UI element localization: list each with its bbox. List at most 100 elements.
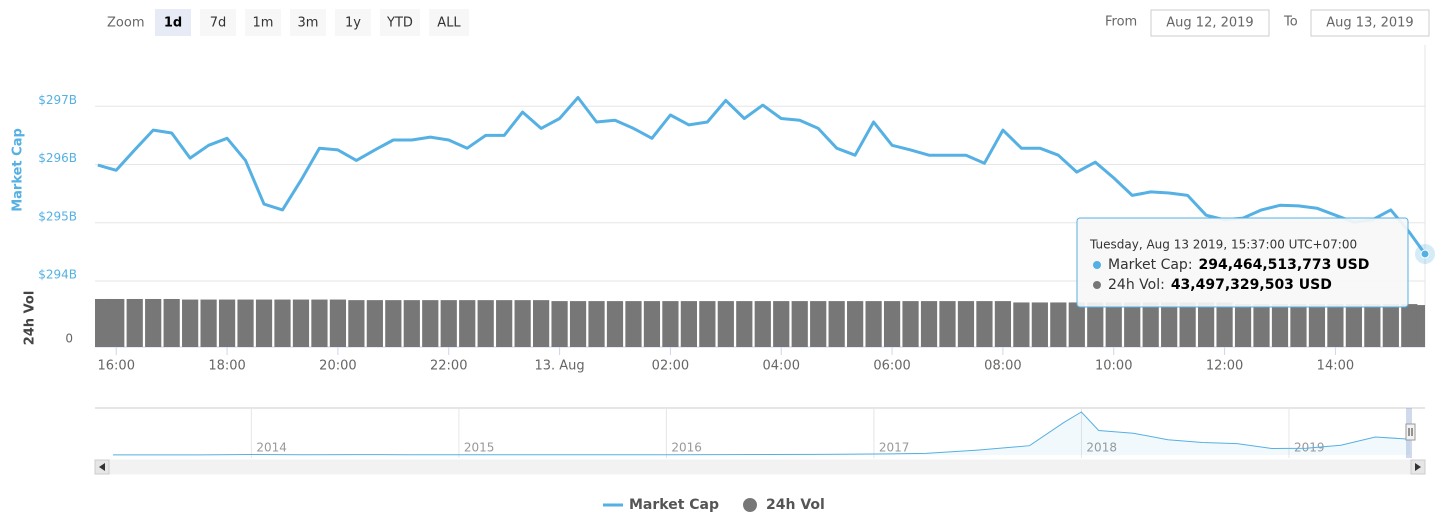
arrow-right [1415,463,1421,471]
y-tick-label: $295B [38,209,77,223]
arrow-left [99,463,105,471]
volume-bar [773,301,790,347]
volume-bar [699,301,716,347]
volume-bar [606,301,624,347]
volume-bar [1401,304,1418,347]
volume-bar [736,301,753,347]
from-input[interactable] [1150,9,1270,37]
y3-tick-label: 0 [65,332,73,346]
navigator-handle[interactable] [1405,423,1416,441]
zoom-button[interactable] [429,9,469,36]
y-tick-label: $297B [38,93,77,107]
zoom-button[interactable] [380,9,420,36]
volume-bar [385,300,402,347]
volume-bar [1124,302,1141,347]
navigator-tick-label: 2016 [671,441,702,455]
volume-bar [1031,302,1048,347]
volume-bar [662,301,679,347]
legend-label[interactable]: Market Cap [629,497,719,513]
x-tick-label: 13. Aug [534,359,584,374]
volume-bar [1050,302,1067,347]
volume-bar [366,300,383,347]
volume-bar [403,300,420,347]
y-tick-label: $294B [38,268,77,282]
volume-bar [348,300,365,347]
from-date[interactable]: Aug 12, 2019 [1166,16,1253,31]
volume-bar [680,301,697,347]
volume-bar [422,300,439,347]
to-date[interactable]: Aug 13, 2019 [1326,16,1413,31]
legend-label[interactable]: 24h Vol [766,497,825,513]
volume-bar [957,301,975,347]
to-label: To [1283,15,1298,30]
tooltip [1076,217,1409,308]
volume-bar [1216,302,1233,347]
x-tick-label: 08:00 [984,359,1021,374]
volume-bar [329,299,347,347]
navigator-line [113,411,1411,456]
volume-bar [477,300,494,347]
zoom-button-label[interactable]: 3m [298,16,319,31]
volume-bar [1105,302,1122,347]
volume-bar [717,301,734,347]
volume-bar [514,300,531,347]
volume-bar [810,301,827,347]
x-tick-label: 20:00 [319,359,356,374]
scrollbar-track[interactable] [94,459,1426,475]
market-cap-line [97,96,1427,255]
tooltip-value: 43,497,329,503 USD [1171,277,1332,293]
volume-bar [218,299,236,347]
volume-bar [791,301,808,347]
tooltip-label: Market Cap: [1108,257,1193,273]
volume-bar [440,300,457,347]
zoom-button-label[interactable]: 7d [210,16,227,31]
y-tick-label: $296B [38,151,77,165]
volume-bar [569,301,587,347]
volume-bar [1382,304,1399,347]
y3-axis-title: 24h Vol [23,291,38,346]
zoom-button-label[interactable]: 1d [164,16,182,31]
tooltip-label: 24h Vol: [1108,277,1165,293]
volume-bar [1345,304,1362,347]
navigator-tick-label: 2017 [879,441,910,455]
volume-bar [1234,304,1252,347]
legend-dot[interactable] [743,498,757,512]
zoom-button-label[interactable]: ALL [437,16,461,31]
x-tick-label: 22:00 [430,359,467,374]
volume-bar [625,301,642,347]
zoom-button[interactable] [245,9,281,36]
x-tick-label: 16:00 [98,359,135,374]
volume-bar [994,301,1012,347]
zoom-button[interactable] [290,9,326,36]
zoom-button[interactable] [200,9,236,36]
y-axis-title: Market Cap [11,128,26,212]
navigator-tick-label: 2018 [1086,441,1117,455]
volume-bar [1416,305,1425,347]
x-tick-label: 02:00 [652,359,689,374]
volume-bar [200,299,217,347]
zoom-button[interactable] [155,9,191,36]
zoom-button[interactable] [335,9,371,36]
volume-bar [459,300,476,347]
volume-bar [1290,304,1307,347]
volume-bar [237,299,254,347]
volume-bar [588,301,605,347]
navigator-tick-label: 2014 [256,441,287,455]
volume-bar [1364,304,1381,347]
volume-bar [865,301,882,347]
to-input[interactable] [1310,9,1430,37]
volume-bar [163,298,180,347]
volume-bar [939,301,956,347]
volume-bar [1087,302,1104,347]
volume-bar [1161,302,1178,347]
navigator-area [113,412,1410,455]
zoom-button-label[interactable]: 1y [345,16,361,31]
volume-bar [255,299,273,347]
tooltip-value: 294,464,513,773 USD [1199,257,1370,273]
volume-bar [902,301,919,347]
volume-bar [883,301,901,347]
zoom-button-label[interactable]: 1m [253,16,274,31]
volume-bar [551,301,568,347]
hover-point [1420,249,1430,259]
zoom-button-label[interactable]: YTD [386,16,413,31]
